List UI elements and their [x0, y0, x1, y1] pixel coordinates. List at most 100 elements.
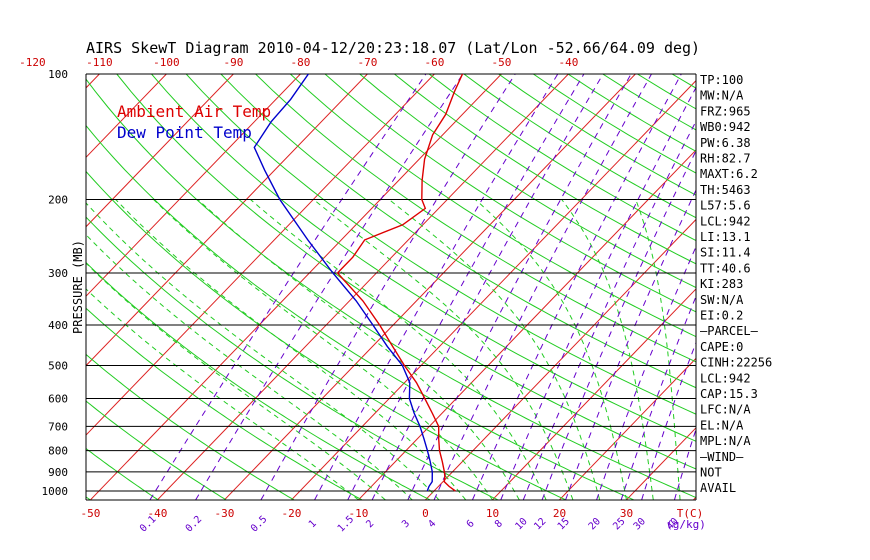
dry-adiabat-line — [220, 74, 696, 389]
mixing-ratio-line — [674, 427, 696, 500]
dry-adiabat-line — [463, 74, 696, 219]
isotherm-line — [86, 74, 234, 228]
moist-adiabat-line — [561, 199, 654, 500]
pressure-tick-label: 1000 — [42, 485, 69, 498]
top-temp-tick-label: -110 — [86, 56, 113, 69]
isotherm-line — [760, 74, 870, 500]
pressure-tick-label: 700 — [48, 420, 68, 433]
isotherm-line — [358, 149, 696, 500]
index-item: FRZ:965 — [700, 104, 751, 118]
index-item: TT:40.6 — [700, 261, 751, 275]
mixing-ratio-line — [500, 86, 696, 500]
top-temp-tick-label: -40 — [558, 56, 578, 69]
bottom-temp-tick-label: -20 — [282, 507, 302, 520]
moist-adiabat-line — [250, 199, 547, 500]
mixing-ratio-tick-label: 4 — [426, 518, 438, 530]
isotherm-line — [291, 79, 696, 500]
moist-adiabat-line — [153, 199, 493, 500]
index-item: EL:N/A — [700, 418, 744, 432]
isotherm-line — [827, 74, 870, 500]
index-item: SW:N/A — [700, 293, 744, 307]
legend-air-temp: Ambient Air Temp — [117, 102, 271, 121]
index-item: CINH:22256 — [700, 356, 772, 370]
mixing-ratio-tick-label: 8 — [493, 518, 505, 530]
bottom-temp-tick-label: -10 — [349, 507, 369, 520]
top-temp-tick-label: -100 — [153, 56, 180, 69]
index-item: L57:5.6 — [700, 199, 751, 213]
dry-adiabat-line — [428, 74, 696, 242]
isotherm-line — [559, 357, 696, 500]
dry-adiabat-line — [151, 74, 696, 442]
mixing-ratio-tick-label: 0.2 — [184, 514, 205, 535]
mixing-ratio-line — [314, 74, 559, 500]
bottom-temp-tick-label: -30 — [215, 507, 235, 520]
isotherm-line — [626, 427, 696, 500]
top-temp-tick-label: -80 — [290, 56, 310, 69]
isotherm-line — [157, 74, 569, 500]
index-item: EI:0.2 — [700, 309, 743, 323]
moist-adiabat-line — [313, 199, 574, 500]
mixing-ratio-tick-label: 0.5 — [249, 514, 270, 535]
pressure-tick-label: 100 — [48, 68, 68, 81]
moist-adiabat-line — [474, 199, 627, 500]
isotherm-line — [86, 74, 368, 367]
mixing-ratio-tick-label: 1 — [307, 518, 319, 530]
dry-adiabat-line — [86, 307, 363, 500]
pressure-tick-label: 600 — [48, 392, 68, 405]
mixing-ratio-tick-label: 6 — [465, 518, 477, 530]
index-item: LCL:942 — [700, 371, 751, 385]
isobar-lines — [85, 73, 697, 501]
dry-adiabat-line — [86, 353, 295, 500]
index-item: TH:5463 — [700, 183, 751, 197]
mixing-ratio-line — [472, 74, 682, 500]
air-temp-line — [336, 74, 464, 492]
index-item: LI:13.1 — [700, 230, 751, 244]
index-item: MW:N/A — [700, 89, 744, 103]
x-unit-label: T(C) — [677, 507, 704, 520]
isotherm-line — [86, 74, 167, 159]
index-item: —WIND— — [700, 450, 744, 464]
bottom-temp-tick-label: 30 — [620, 507, 633, 520]
pressure-tick-label: 200 — [48, 194, 68, 207]
isotherm-line — [90, 74, 502, 500]
isotherm-line — [86, 74, 301, 297]
dry-adiabat-line — [86, 261, 431, 500]
mixing-ratio-tick-label: 20 — [587, 516, 603, 532]
index-item: PW:6.38 — [700, 136, 751, 150]
top-temp-tick-label: -90 — [223, 56, 243, 69]
mixing-ratio-tick-label: 30 — [632, 516, 648, 532]
chart-title: AIRS SkewT Diagram 2010-04-12/20:23:18.0… — [86, 39, 700, 57]
dry-adiabat-line — [86, 124, 634, 500]
mixing-ratio-line — [347, 74, 585, 500]
isotherm-lines — [86, 74, 870, 500]
index-item: SI:11.4 — [700, 246, 751, 260]
index-item: —PARCEL— — [700, 324, 759, 338]
dry-adiabat-line — [255, 74, 696, 363]
moist-adiabat-line — [115, 199, 467, 500]
pressure-tick-label: 400 — [48, 319, 68, 332]
top-temp-tick-label: -120 — [19, 56, 46, 69]
index-item: NOT — [700, 466, 722, 480]
mixing-ratio-tick-label: 10 — [513, 516, 529, 532]
top-temp-tick-label: -60 — [424, 56, 444, 69]
bottom-temp-tick-label: -50 — [81, 507, 101, 520]
moist-adiabat-line — [86, 202, 440, 500]
dry-adiabat-line — [86, 170, 566, 500]
mixing-ratio-line — [371, 74, 604, 500]
bottom-temp-tick-label: 10 — [486, 507, 499, 520]
mixing-ratio-line — [541, 149, 696, 500]
index-item: CAPE:0 — [700, 340, 743, 354]
isotherm-line — [492, 288, 696, 500]
y-axis-label: PRESSURE (MB) — [71, 240, 85, 334]
moist-adiabat-line — [635, 199, 681, 500]
dry-adiabat-line — [116, 74, 696, 470]
dry-adiabat-line — [86, 447, 159, 500]
moist-adiabat-line — [86, 233, 413, 500]
mixing-ratio-line — [641, 341, 696, 500]
moist-adiabat-line — [86, 262, 386, 500]
top-temp-tick-label: -50 — [491, 56, 511, 69]
pressure-tick-label: 800 — [48, 445, 68, 458]
legend-dew-point: Dew Point Temp — [117, 123, 252, 142]
